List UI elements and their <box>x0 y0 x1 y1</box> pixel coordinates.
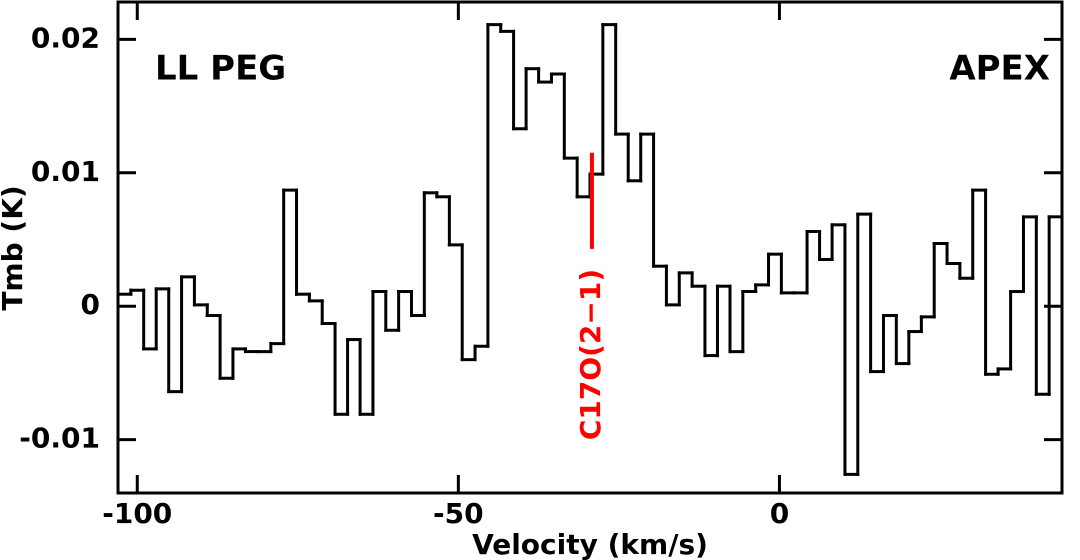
plot-frame <box>116 0 1064 495</box>
y-tick-label: -0.01 <box>19 422 100 455</box>
x-tick-label: -100 <box>102 497 172 530</box>
line-label: C17O(2−1) <box>574 269 607 440</box>
x-axis-label: Velocity (km/s) <box>472 528 708 560</box>
y-axis-label: Tmb (K) <box>0 185 29 310</box>
y-tick-label: 0.02 <box>31 21 100 54</box>
title-right: APEX <box>949 49 1050 89</box>
y-tick-label: 0 <box>81 288 100 321</box>
title-left: LL PEG <box>155 49 286 89</box>
y-tick-label: 0.01 <box>31 155 100 188</box>
x-tick-label: -50 <box>433 497 484 530</box>
x-tick-label: 0 <box>770 497 789 530</box>
